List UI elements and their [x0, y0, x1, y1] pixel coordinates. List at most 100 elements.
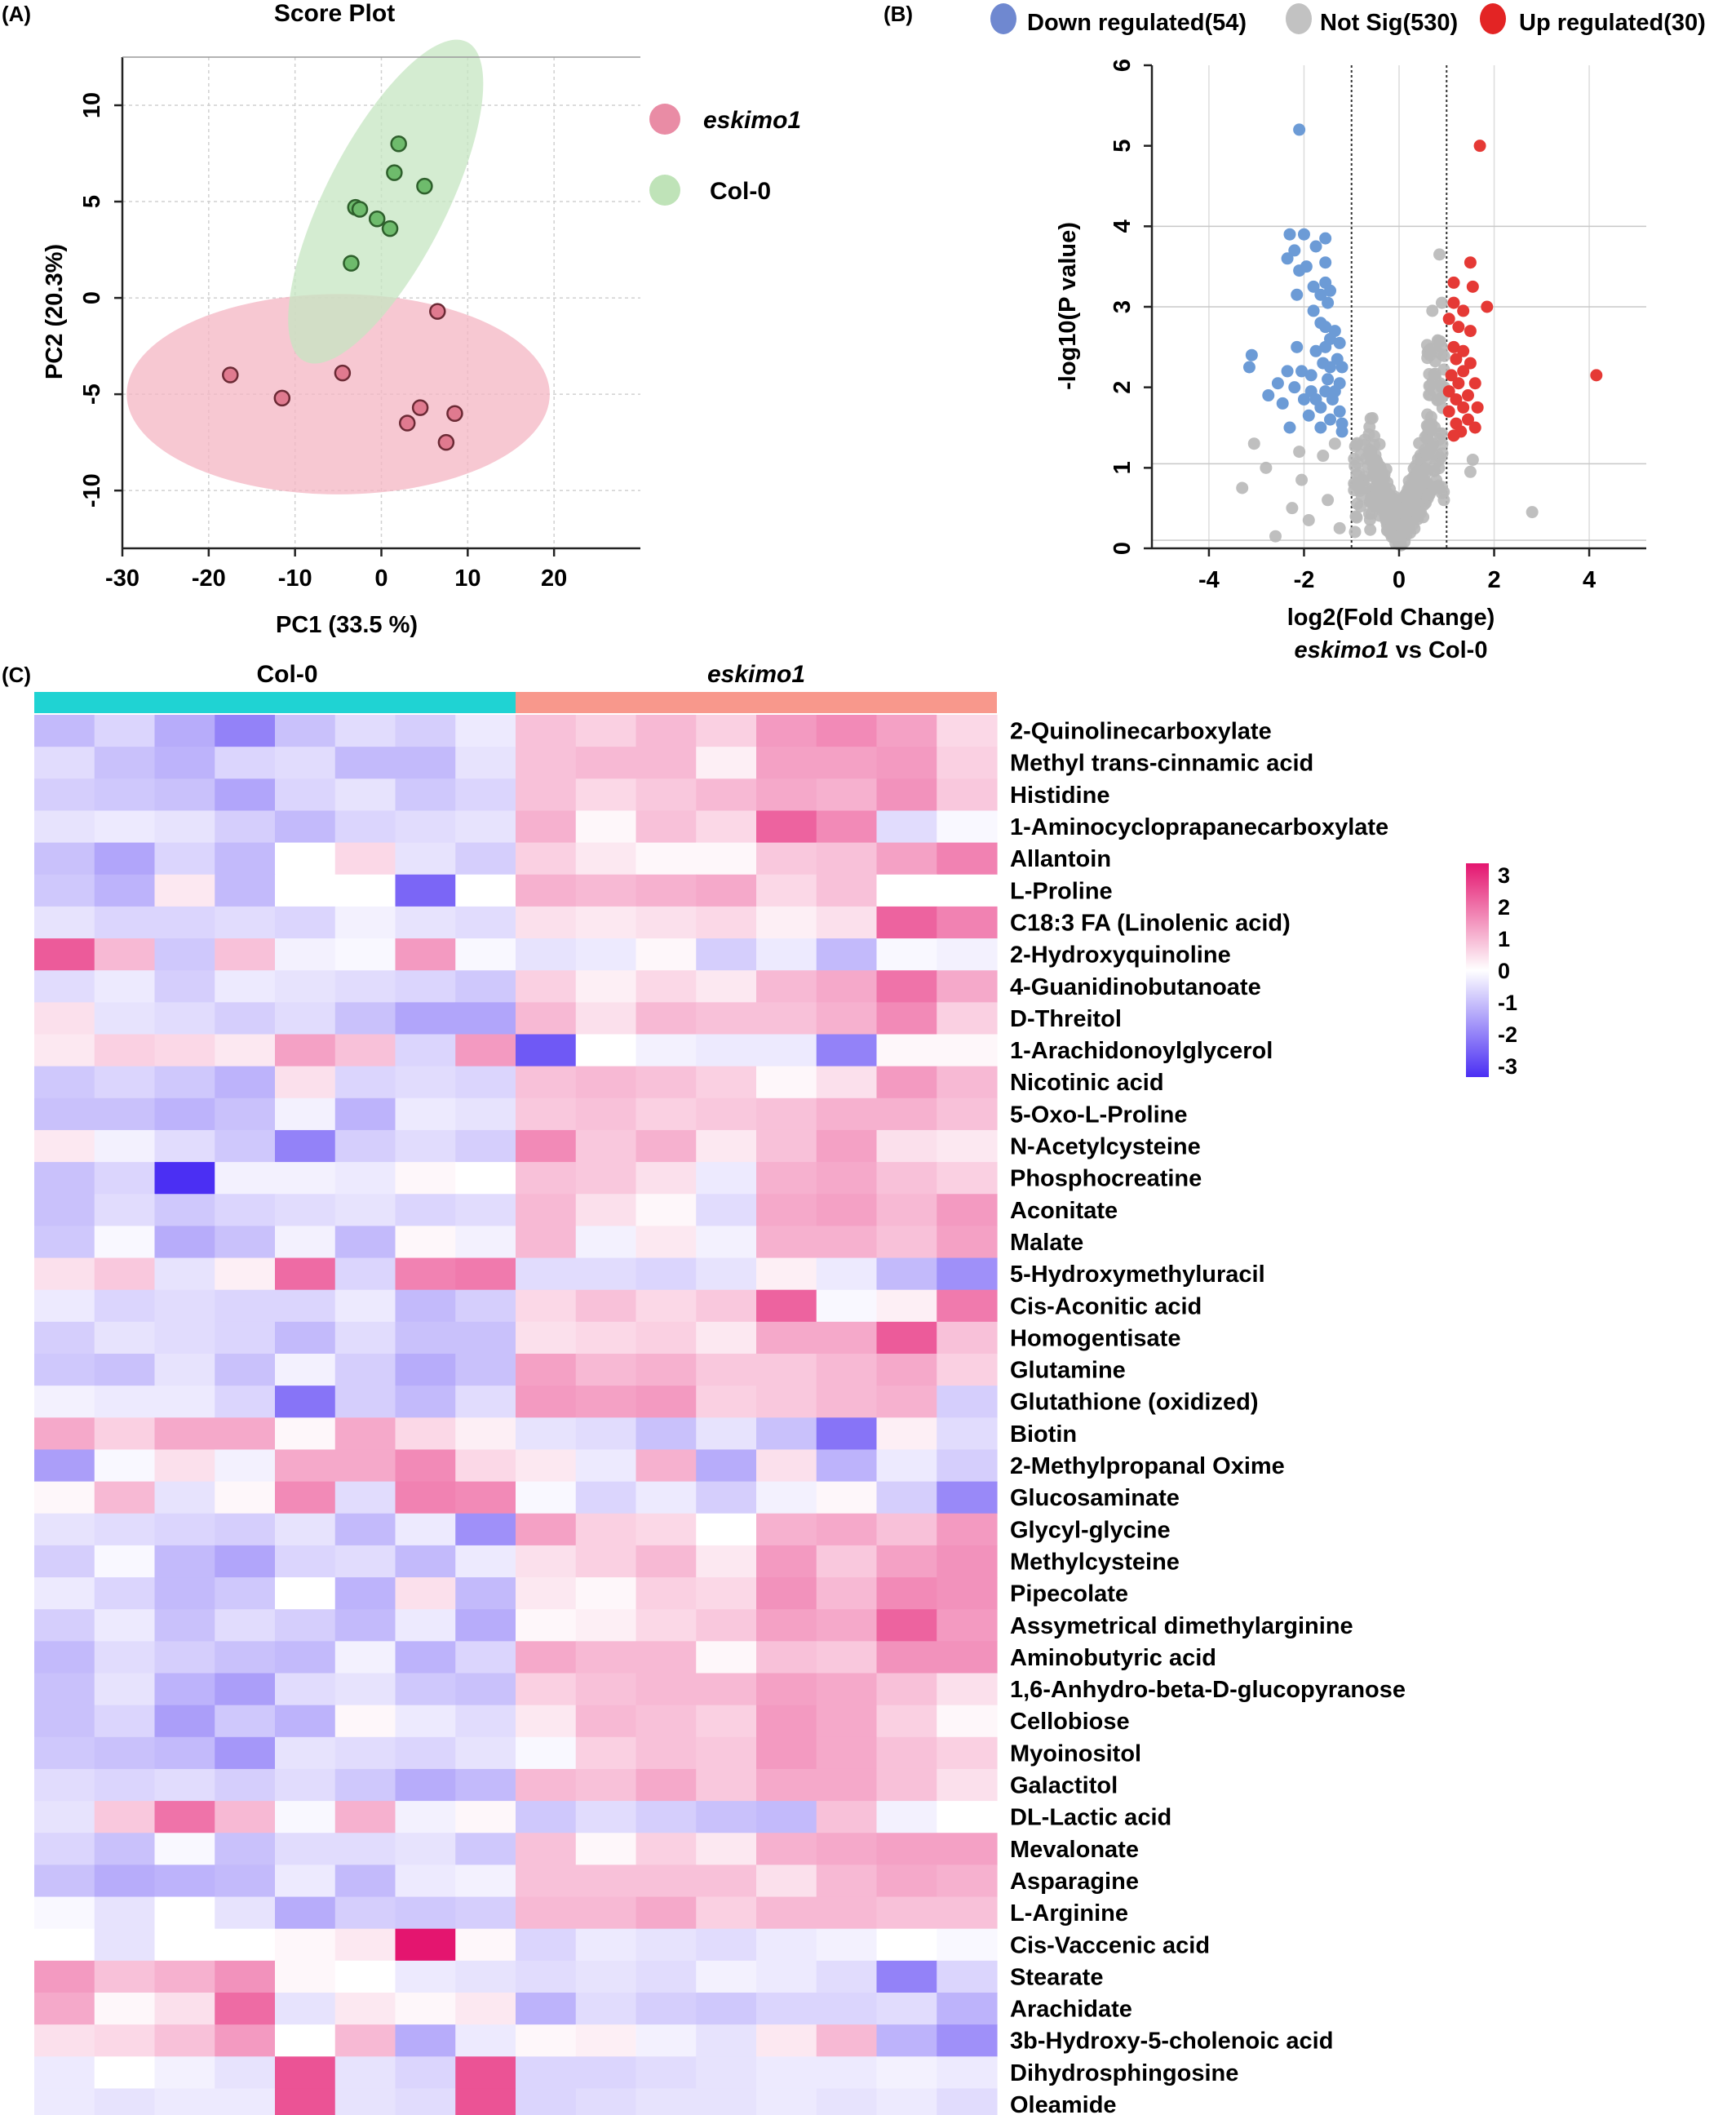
heatmap-cell [34, 1194, 95, 1226]
volcano-point-down [1276, 397, 1289, 410]
heatmap-cell [395, 938, 456, 971]
volcano-ytick-label: 3 [1109, 300, 1136, 313]
heatmap-cell [455, 1002, 516, 1035]
volcano-point-notsig [1351, 456, 1364, 469]
heatmap-cell [34, 1896, 95, 1930]
heatmap-cell [154, 1034, 215, 1067]
heatmap-cell [275, 970, 336, 1003]
heatmap-cell [455, 1673, 516, 1706]
heatmap-cell [636, 1386, 697, 1418]
heatmap-cell [395, 1577, 456, 1610]
heatmap-cell [154, 1321, 215, 1355]
heatmap-row-label: Oleamide [1010, 2092, 1117, 2115]
heatmap-cell [275, 1833, 336, 1865]
volcano-point-down [1319, 256, 1332, 269]
heatmap-cell [154, 938, 215, 971]
heatmap-cell [816, 1417, 878, 1451]
volcano-point-notsig [1526, 506, 1539, 519]
heatmap-cell [94, 1226, 156, 1259]
heatmap-cell [334, 1513, 396, 1546]
heatmap-cell [34, 1129, 95, 1163]
heatmap-cell [696, 906, 757, 939]
volcano-point-up [1447, 340, 1460, 353]
volcano-point-down [1288, 244, 1301, 257]
heatmap-cell [636, 1417, 697, 1451]
volcano-point-up [1464, 256, 1477, 269]
heatmap-cell [756, 906, 817, 939]
heatmap-cell [876, 1194, 937, 1226]
heatmap-cell [516, 1768, 577, 1802]
heatmap-cell [876, 1801, 937, 1833]
heatmap-cell [34, 1993, 95, 2025]
heatmap-cell [575, 1417, 637, 1451]
heatmap-cell [636, 1768, 697, 1802]
heatmap-cell [575, 1034, 637, 1067]
heatmap-cell [636, 1034, 697, 1067]
heatmap-cell [34, 906, 95, 939]
heatmap-cell [455, 1768, 516, 1802]
volcano-point-up [1450, 392, 1463, 406]
pca-ellipses [126, 39, 550, 494]
heatmap-cell [215, 1928, 276, 1962]
volcano-tick-labels: -4 -2 0 2 4 0 1 2 3 4 5 6 [1109, 59, 1596, 593]
heatmap-cell [215, 1705, 276, 1738]
heatmap-cell [516, 1864, 577, 1898]
heatmap-cell [215, 1354, 276, 1386]
heatmap-cell [154, 1289, 215, 1323]
volcano-point-up [1447, 429, 1460, 442]
heatmap-cell [756, 1801, 817, 1833]
heatmap-cell [816, 2024, 878, 2057]
volcano-plot: (B) Down regulated(54) Not Sig(530) Up r… [884, 2, 1706, 663]
heatmap-cell [215, 1864, 276, 1898]
pca-ellipse-col0 [288, 39, 484, 364]
heatmap-cell [876, 1545, 937, 1578]
heatmap-cell [876, 1896, 937, 1930]
heatmap-cell [937, 1864, 998, 1898]
heatmap-cell [937, 1673, 998, 1706]
heatmap-cell [516, 1993, 577, 2025]
heatmap-cell [937, 1321, 998, 1355]
heatmap-cell [516, 1354, 577, 1386]
heatmap-cell [334, 1321, 396, 1355]
heatmap-cell [94, 1993, 156, 2025]
heatmap-cell [455, 1864, 516, 1898]
heatmap-cell [516, 1449, 577, 1483]
colorbar-tick-label: 0 [1498, 959, 1510, 983]
heatmap-cell [154, 2024, 215, 2057]
heatmap-cell [636, 1513, 697, 1546]
heatmap-cell [94, 1002, 156, 1035]
heatmap-cell [455, 1513, 516, 1546]
heatmap-cell [816, 1321, 878, 1355]
heatmap-cell [154, 1417, 215, 1451]
heatmap-cell [94, 778, 156, 812]
heatmap-row-label: 5-Oxo-L-Proline [1010, 1102, 1188, 1128]
pca-point-col0 [390, 135, 407, 153]
heatmap-cell [575, 1736, 637, 1770]
heatmap-cell [94, 1321, 156, 1355]
heatmap-cell [34, 810, 95, 844]
volcano-point-down [1293, 264, 1306, 277]
legend-notsig-label: Not Sig(530) [1320, 10, 1458, 36]
legend-notsig-swatch [1286, 3, 1312, 34]
pca-xtick-label: 10 [454, 565, 480, 592]
heatmap-cell [937, 1768, 998, 1802]
heatmap-cell [876, 1928, 937, 1962]
heatmap-cell [636, 715, 697, 747]
heatmap-cell [516, 938, 577, 971]
heatmap-cell [516, 1481, 577, 1514]
heatmap-cell [516, 1705, 577, 1738]
volcano-point-up [1461, 413, 1474, 426]
heatmap-cell [215, 1321, 276, 1355]
heatmap-cell [215, 1768, 276, 1802]
heatmap-cell [154, 715, 215, 747]
heatmap-cell [636, 810, 697, 844]
heatmap-cell [575, 2024, 637, 2057]
heatmap-cell [937, 1993, 998, 2025]
volcano-point-notsig [1302, 513, 1315, 526]
heatmap-cell [395, 1736, 456, 1770]
heatmap-cell [756, 778, 817, 812]
volcano-point-notsig [1348, 525, 1362, 539]
heatmap-cell [696, 1833, 757, 1865]
heatmap-cell [154, 1002, 215, 1035]
